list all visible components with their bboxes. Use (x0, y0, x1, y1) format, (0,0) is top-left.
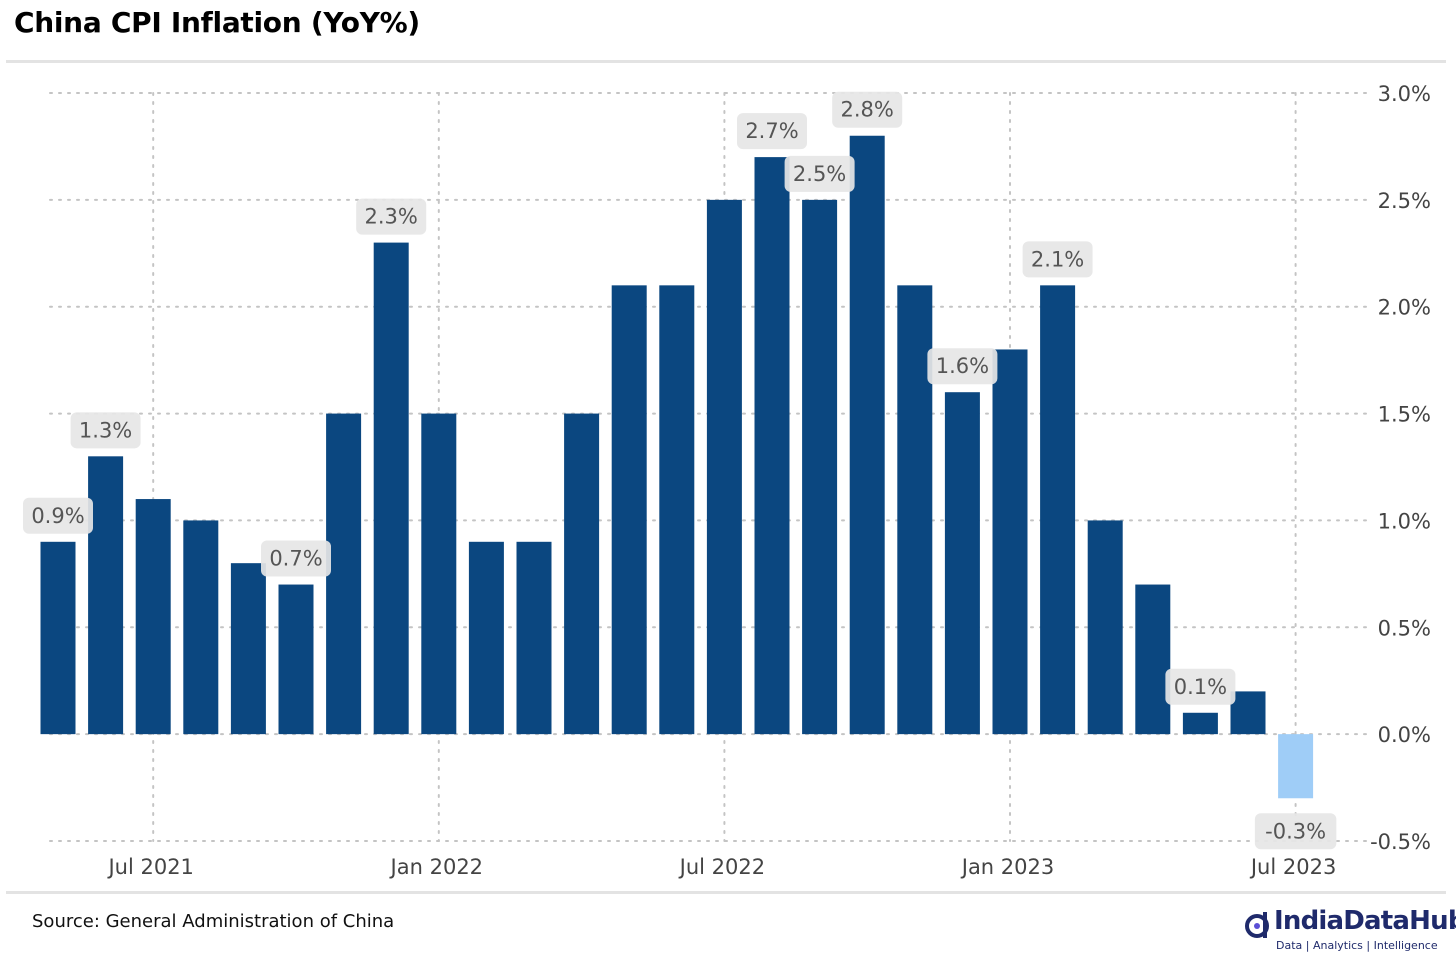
chart-title: China CPI Inflation (YoY%) (14, 6, 420, 39)
data-label-bg (1022, 241, 1093, 278)
y-tick-label: 0.0% (1378, 723, 1431, 747)
data-label-layer: 0.9% 1.3% 0.7% 2.3% 2.7% 2.5% 2.8% 1.6% 2.1% 0.1%… (23, 91, 1337, 850)
data-label-bg (70, 412, 141, 449)
data-label-2021-05: 0.9% (23, 497, 93, 534)
data-label-bg (927, 348, 998, 385)
bottom-divider (6, 891, 1446, 894)
bar-2022-08 (754, 157, 790, 735)
data-label-2023-05: 0.1% (1165, 668, 1236, 705)
bar-2022-01 (421, 413, 457, 735)
data-label-text: 2.3% (365, 205, 418, 229)
data-label-2022-10: 2.8% (832, 91, 903, 128)
bar-2023-06 (1230, 691, 1266, 735)
bar-2022-06 (659, 285, 695, 735)
bar-2021-09 (230, 563, 266, 735)
bar-2021-10 (278, 584, 314, 735)
data-label-2021-12: 2.3% (356, 198, 427, 235)
bar-2022-09 (802, 199, 838, 735)
data-label-text: 1.6% (936, 354, 989, 378)
bar-2021-06 (88, 456, 124, 735)
data-label-bg (23, 497, 93, 534)
x-tick-label: Jul 2021 (106, 855, 193, 879)
x-tick-label: Jul 2022 (678, 855, 765, 879)
data-label-text: 0.7% (269, 547, 322, 571)
bar-2022-03 (516, 541, 552, 735)
brand-mark-icon (1245, 912, 1269, 938)
bar-2022-11 (897, 285, 933, 735)
x-axis-labels: Jul 2021 Jan 2022 Jul 2022 Jan 2023 Jul 2023 (106, 855, 1336, 879)
top-divider (6, 60, 1446, 63)
data-label-bg (737, 113, 807, 150)
data-label-2022-08: 2.7% (737, 113, 807, 150)
bar-2022-04 (564, 413, 600, 735)
y-axis-labels: 3.0% 2.5% 2.0% 1.5% 1.0% 0.5% 0.0% -0.5% (1370, 82, 1431, 854)
x-tick-label: Jan 2022 (389, 855, 484, 879)
x-tick-label: Jan 2023 (960, 855, 1055, 879)
data-label-text: 2.5% (793, 162, 846, 186)
data-label-bg (261, 540, 331, 577)
y-tick-label: 3.0% (1378, 82, 1431, 106)
data-label-2021-10: 0.7% (261, 540, 331, 577)
bar-2021-08 (183, 520, 219, 735)
data-label-bg (784, 155, 855, 192)
data-label-2022-09: 2.5% (784, 155, 855, 192)
bar-2022-10 (849, 135, 885, 735)
bar-2022-02 (468, 541, 504, 735)
brand-name: IndiaDataHub (1274, 906, 1456, 936)
data-label-text: 0.1% (1174, 675, 1227, 699)
y-tick-label: 1.5% (1378, 403, 1431, 427)
data-label-text: 0.9% (31, 504, 84, 528)
bar-2021-05 (40, 541, 76, 735)
data-label-text: 1.3% (79, 418, 132, 442)
data-label-text: 2.8% (841, 98, 894, 122)
bar-2023-05 (1182, 712, 1218, 735)
bar-2021-12 (373, 242, 409, 735)
data-label-text: 2.7% (745, 119, 798, 143)
data-label-bg (356, 198, 427, 235)
bar-2022-12 (944, 392, 980, 735)
bar-2023-07 (1278, 734, 1314, 799)
data-label-2023-07: -0.3% (1254, 813, 1337, 850)
source-note: Source: General Administration of China (32, 911, 395, 932)
data-label-bg (832, 91, 903, 128)
bar-2023-04 (1135, 584, 1171, 735)
bar-2021-11 (326, 413, 362, 735)
y-tick-label: 0.5% (1378, 616, 1431, 640)
data-label-2022-12: 1.6% (927, 348, 998, 385)
data-label-bg (1254, 813, 1337, 850)
data-label-text: 2.1% (1031, 247, 1084, 271)
brand-tagline: Data | Analytics | Intelligence (1276, 939, 1438, 952)
brand-logo-block: IndiaDataHub Data | Analytics | Intellig… (1244, 906, 1456, 956)
data-label-text: -0.3% (1265, 819, 1326, 843)
bar-2023-03 (1087, 520, 1123, 735)
bar-layer (40, 135, 1314, 799)
data-label-bg (1165, 668, 1236, 705)
y-tick-label: 2.5% (1378, 189, 1431, 213)
bar-2022-05 (611, 285, 647, 735)
bar-2021-07 (135, 499, 171, 735)
bar-2022-07 (706, 199, 742, 735)
data-label-2023-02: 2.1% (1022, 241, 1093, 278)
data-label-2021-06: 1.3% (70, 412, 141, 449)
bar-2023-02 (1040, 285, 1076, 735)
x-tick-label: Jul 2023 (1249, 855, 1336, 879)
bar-2023-01 (992, 349, 1028, 735)
y-tick-label: -0.5% (1370, 830, 1431, 854)
y-tick-label: 1.0% (1378, 509, 1431, 533)
y-tick-label: 2.0% (1378, 296, 1431, 320)
